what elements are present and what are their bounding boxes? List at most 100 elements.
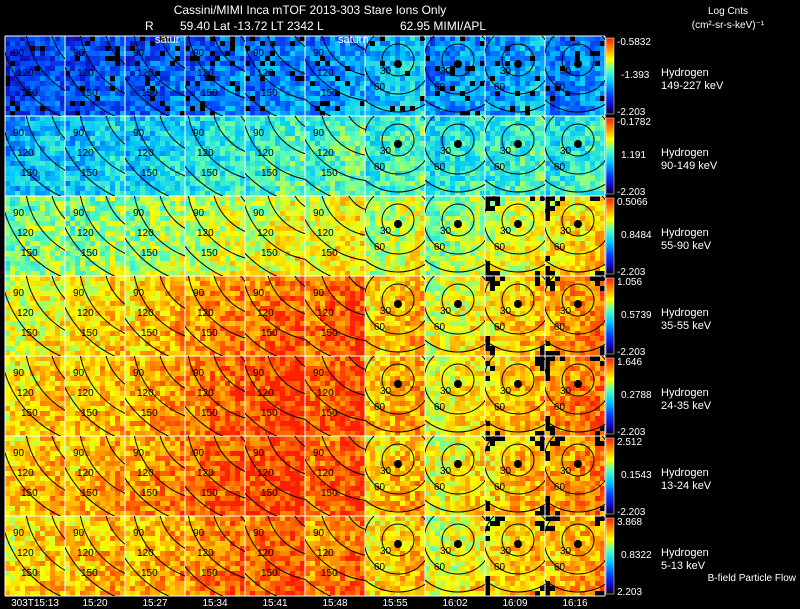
heatmap-panel	[305, 36, 365, 116]
contour-line	[545, 99, 605, 113]
contour-label: 30	[500, 66, 512, 77]
contour-line	[425, 356, 485, 415]
planet-marker	[454, 540, 462, 548]
colorbar	[605, 277, 615, 355]
heatmap-panel	[425, 196, 485, 276]
heatmap-panel	[125, 436, 185, 516]
contour-label: 60	[494, 562, 506, 573]
contour-set: 90 120 150	[5, 436, 65, 516]
heatmap-panel	[485, 356, 545, 436]
contour-label: 150	[141, 248, 158, 259]
heatmap-panel	[305, 196, 365, 276]
contour-label: 120	[17, 148, 34, 159]
contour-set: 90 120 150	[5, 516, 65, 596]
contour-label: 90	[313, 208, 325, 219]
contour-line	[365, 419, 425, 433]
contour-label: 120	[77, 548, 94, 559]
contour-label: 120	[197, 308, 214, 319]
contour-line	[501, 43, 535, 77]
contour-label: 120	[257, 308, 274, 319]
contour-line	[485, 276, 545, 335]
contour-label: 90	[193, 528, 205, 539]
heatmap-panel	[365, 196, 425, 276]
contour-label: 30	[560, 466, 572, 477]
contour-label: 60	[494, 322, 506, 333]
contour-label: 90	[193, 368, 205, 379]
contour-label: 120	[197, 228, 214, 239]
contour-line	[561, 363, 595, 397]
colorbar-min: -2.203	[617, 507, 646, 518]
contour-set: 90 120 150	[65, 516, 125, 596]
contour-label: 90	[133, 48, 145, 59]
contour-label: 150	[81, 488, 98, 499]
contour-set: 90 120 150	[125, 516, 185, 596]
contour-line	[485, 36, 545, 95]
contour-label: 150	[201, 168, 218, 179]
contour-line	[485, 196, 545, 255]
contour-set: 90 120 150	[185, 356, 245, 436]
contour-label: 120	[317, 548, 334, 559]
contour-label: 150	[21, 408, 38, 419]
contour-label: 90	[253, 48, 265, 59]
colorbar-mid: 0.1543	[621, 470, 652, 481]
time-tick-label: 15:34	[202, 598, 227, 609]
heatmap-panel	[545, 36, 605, 116]
contour-line	[545, 179, 605, 193]
contour-line	[485, 436, 545, 495]
contour-label: 90	[73, 208, 85, 219]
contour-label: 120	[17, 548, 34, 559]
heatmap-panel	[185, 276, 245, 356]
saturn-label-2: saturn	[338, 34, 369, 46]
contour-set: 90 120 150	[305, 116, 365, 196]
contour-line	[441, 43, 475, 77]
saturn-label-1: satur	[155, 34, 180, 46]
planet-marker	[394, 300, 402, 308]
colorbar	[605, 517, 615, 595]
heatmap-panel	[545, 516, 605, 596]
contour-label: 150	[81, 248, 98, 259]
contour-label: 60	[554, 242, 566, 253]
colorbar	[605, 117, 615, 195]
heatmap-panel	[65, 36, 125, 116]
contour-set: 90 120 150	[305, 36, 365, 116]
contour-label: 90	[193, 208, 205, 219]
contour-label: 30	[440, 306, 452, 317]
contour-label: 60	[434, 322, 446, 333]
planet-marker	[454, 460, 462, 468]
colorbar-min: -2.203	[617, 427, 646, 438]
contour-set: 90 120 150	[245, 36, 305, 116]
contour-set: 90 120 150	[305, 436, 365, 516]
contour-label: 90	[13, 528, 25, 539]
planet-marker	[394, 60, 402, 68]
contour-set: 90 120 150	[125, 116, 185, 196]
contour-label: 150	[81, 568, 98, 579]
contour-line	[365, 116, 425, 175]
contour-label: 120	[257, 468, 274, 479]
planet-marker	[574, 300, 582, 308]
contour-line	[365, 179, 425, 193]
row-species: Hydrogen	[661, 387, 709, 399]
contour-set: 90 120 150	[125, 36, 185, 116]
contour-line	[501, 363, 535, 397]
contour-label: 60	[374, 402, 386, 413]
contour-label: 60	[494, 242, 506, 253]
contour-label: 120	[17, 228, 34, 239]
contour-line	[501, 123, 535, 157]
contour-label: 90	[193, 448, 205, 459]
planet-marker	[454, 140, 462, 148]
contour-label: 60	[434, 402, 446, 413]
contour-label: 150	[21, 328, 38, 339]
contour-label: 60	[374, 482, 386, 493]
colorbar-min: -2.203	[617, 347, 646, 358]
contour-line	[545, 339, 605, 353]
contour-line	[485, 116, 545, 175]
